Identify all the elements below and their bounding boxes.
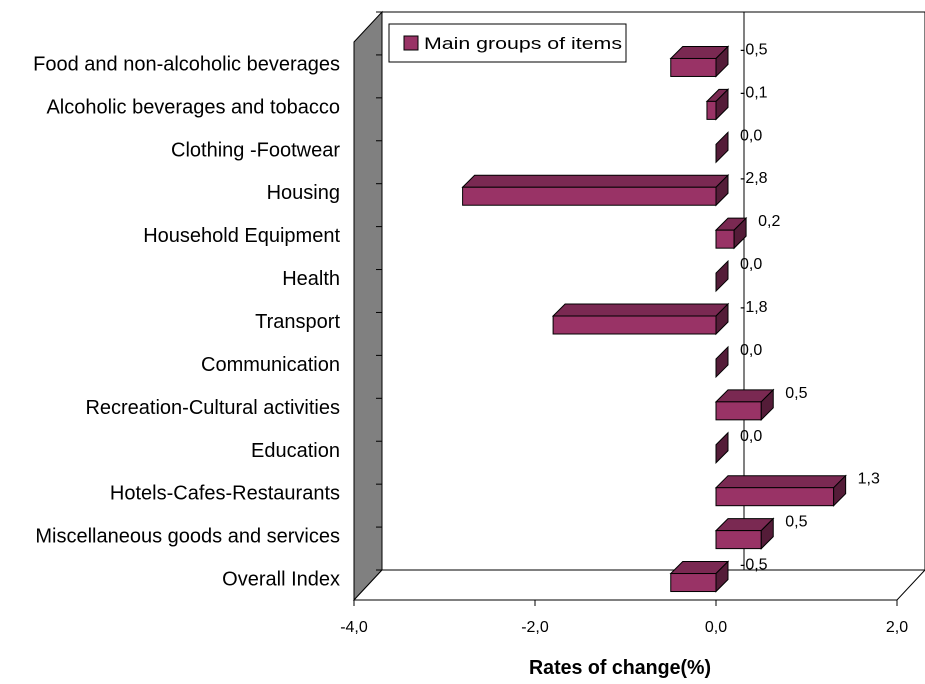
data-label: 1,3 — [858, 471, 880, 488]
bar — [551, 302, 730, 336]
x-tick-label: -2,0 — [521, 619, 549, 636]
axis-ticks — [353, 11, 898, 606]
category-label: Education — [251, 440, 340, 462]
category-label: Housing — [267, 182, 340, 204]
category-label: Hotels-Cafes-Restaurants — [110, 483, 340, 505]
bar-front — [462, 186, 717, 206]
bar-side — [715, 88, 729, 121]
bar — [715, 431, 729, 464]
data-label: -0,5 — [740, 557, 768, 574]
bar — [715, 345, 729, 379]
bar — [715, 259, 729, 293]
bar — [669, 560, 730, 593]
category-label: Health — [282, 268, 340, 290]
legend-box — [388, 23, 627, 63]
bar — [715, 131, 729, 164]
bar-top — [714, 475, 847, 489]
bar-front — [715, 487, 835, 507]
bar — [714, 388, 775, 422]
category-label: Transport — [255, 311, 340, 333]
data-label: 0,0 — [740, 127, 762, 144]
category-label: Overall Index — [222, 569, 340, 591]
data-label: 0,5 — [785, 385, 807, 402]
x-tick-label: -4,0 — [340, 619, 368, 636]
legend-label: Main groups of items — [424, 34, 622, 53]
bar-side — [715, 431, 729, 464]
bar-front — [706, 100, 717, 120]
data-label: -0,5 — [740, 41, 768, 58]
bar — [461, 174, 730, 207]
data-label: 0,0 — [740, 256, 762, 273]
bar-side — [760, 388, 774, 422]
bar-front — [552, 315, 717, 335]
bars: -0,5 -0,1 0,0 -2,8 0,2 0,0 -1,8 0,0 0,5 0,0 1,3 0,5… — [461, 41, 880, 593]
bar-side — [715, 45, 729, 78]
category-label: Alcoholic beverages and tobacco — [46, 96, 340, 118]
x-tick-label: 2,0 — [886, 619, 908, 636]
x-tick-label: 0,0 — [705, 619, 727, 636]
data-label: -0,1 — [740, 84, 768, 101]
data-label: -2,8 — [740, 170, 768, 187]
legend-swatch — [403, 35, 419, 51]
data-label: 0,0 — [740, 428, 762, 445]
bar-front — [670, 57, 717, 77]
bar — [705, 88, 730, 121]
data-label: 0,2 — [758, 213, 780, 230]
bar-front — [715, 530, 762, 550]
bar-side — [733, 216, 747, 250]
bar-side — [715, 560, 729, 593]
data-label: 0,0 — [740, 342, 762, 359]
bar-side — [760, 517, 774, 550]
x-tick-labels: -4,0 -2,0 0,0 2,0 — [340, 619, 908, 636]
legend: Main groups of items — [388, 23, 627, 63]
data-label: -1,8 — [740, 299, 768, 316]
bar — [714, 474, 847, 507]
bar-front — [670, 573, 717, 593]
category-label: Clothing -Footwear — [171, 139, 340, 161]
bar-front — [715, 229, 735, 249]
category-label: Miscellaneous goods and services — [35, 526, 340, 548]
bar-front — [715, 401, 762, 421]
bar-side — [715, 302, 729, 336]
x-axis-title: Rates of change(%) — [529, 657, 711, 679]
category-label: Communication — [201, 354, 340, 376]
data-label: 0,5 — [785, 514, 807, 531]
bar-top — [461, 174, 730, 188]
floor-wall — [352, 569, 925, 601]
bar — [669, 45, 730, 78]
bar-side — [715, 259, 729, 293]
side-wall — [353, 10, 383, 602]
bar-side — [833, 474, 847, 507]
bar — [714, 216, 748, 250]
bar — [714, 517, 775, 550]
bar-side — [715, 131, 729, 164]
bar-top — [551, 303, 730, 317]
bar-side — [715, 345, 729, 379]
category-label: Household Equipment — [143, 225, 340, 247]
category-labels: Food and non-alcoholic beverages Alcoholi… — [33, 53, 340, 590]
bar-side — [715, 174, 729, 207]
category-label: Food and non-alcoholic beverages — [33, 53, 340, 75]
category-label: Recreation-Cultural activities — [85, 397, 340, 419]
